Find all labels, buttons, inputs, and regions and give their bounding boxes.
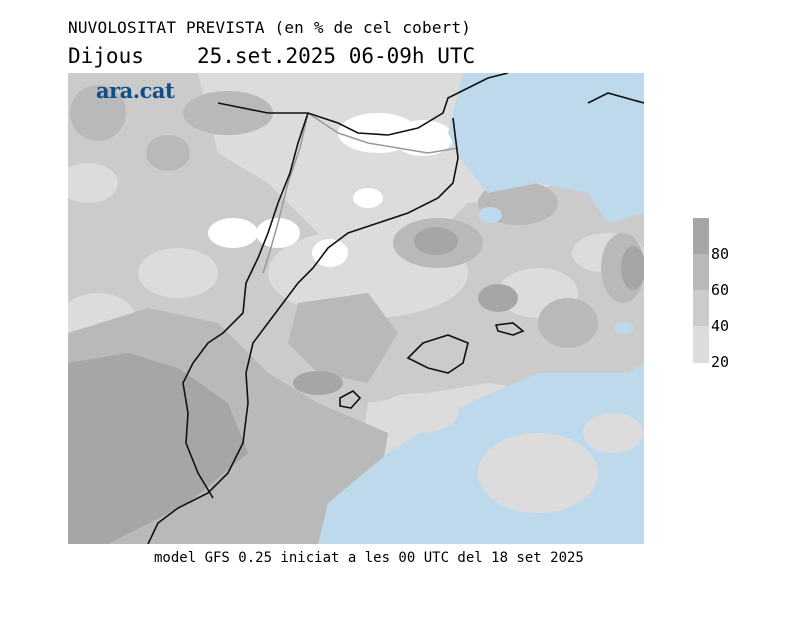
legend-label-20: 20 [711, 353, 730, 371]
cloud-field-clear [208, 113, 453, 267]
legend-band-40-60 [693, 290, 709, 326]
legend-band-80-100 [693, 218, 709, 254]
legend-band-60-80 [693, 254, 709, 290]
map-title: NUVOLOSITAT PREVISTA (en % de cel cobert… [68, 18, 472, 37]
cloud-cover-map [68, 73, 644, 544]
legend-label-40: 40 [711, 317, 730, 335]
color-legend [693, 218, 709, 363]
cloud-cover-map-svg [68, 73, 644, 544]
legend-label-80: 80 [711, 245, 730, 263]
border-lines [262, 112, 459, 274]
legend-label-60: 60 [711, 281, 730, 299]
forecast-day: Dijous [68, 44, 144, 68]
forecast-datetime: 25.set.2025 06-09h UTC [197, 44, 476, 68]
legend-band-20-40 [693, 326, 709, 363]
sea-cloud-patches [378, 393, 643, 513]
coastline [147, 73, 644, 544]
model-run-info: model GFS 0.25 iniciat a les 00 UTC del … [154, 550, 584, 566]
ara-cat-logo[interactable]: ara.cat [96, 78, 175, 103]
cloud-field-dark [68, 227, 644, 544]
